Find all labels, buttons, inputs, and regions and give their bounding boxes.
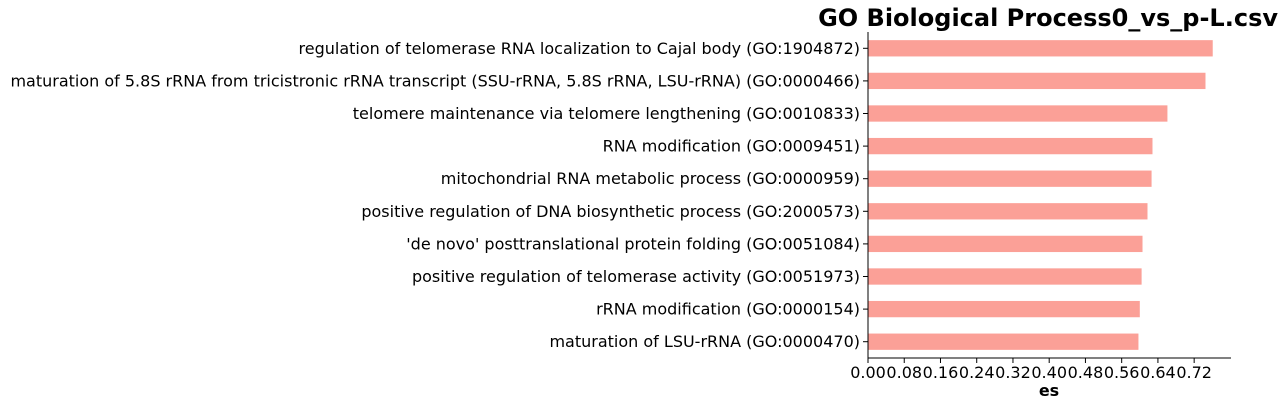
x-tick-label-2: 0.08 bbox=[886, 363, 922, 382]
bar-1 bbox=[868, 40, 1213, 57]
category-label-2: maturation of 5.8S rRNA from tricistroni… bbox=[10, 71, 860, 90]
bar-6 bbox=[868, 203, 1148, 220]
category-label-7: 'de novo' posttranslational protein fold… bbox=[406, 234, 860, 253]
category-label-5: mitochondrial RNA metabolic process (GO:… bbox=[441, 169, 860, 188]
x-tick-label-6: 0.40 bbox=[1031, 363, 1067, 382]
bars-group bbox=[868, 40, 1213, 350]
category-label-3: telomere maintenance via telomere length… bbox=[353, 104, 860, 123]
category-labels-group: regulation of telomerase RNA localizatio… bbox=[10, 39, 868, 351]
category-label-4: RNA modification (GO:0009451) bbox=[603, 137, 860, 156]
bar-4 bbox=[868, 137, 1153, 155]
category-label-9: rRNA modification (GO:0000154) bbox=[596, 300, 860, 319]
x-tick-label-5: 0.32 bbox=[995, 363, 1031, 382]
x-tick-label-4: 0.24 bbox=[959, 363, 995, 382]
x-tick-label-7: 0.48 bbox=[1068, 363, 1104, 382]
category-label-6: positive regulation of DNA biosynthetic … bbox=[361, 202, 860, 221]
bar-9 bbox=[868, 300, 1140, 318]
x-tick-label-1: 0.00 bbox=[850, 363, 886, 382]
chart-title: GO Biological Process0_vs_p-L.csv bbox=[818, 4, 1278, 32]
bar-5 bbox=[868, 170, 1152, 187]
x-tick-label-10: 0.72 bbox=[1176, 363, 1212, 382]
category-label-8: positive regulation of telomerase activi… bbox=[412, 267, 860, 286]
bar-3 bbox=[868, 105, 1168, 122]
x-axis-label: es bbox=[1039, 381, 1059, 400]
category-label-1: regulation of telomerase RNA localizatio… bbox=[299, 39, 860, 58]
bar-8 bbox=[868, 268, 1142, 285]
bar-10 bbox=[868, 333, 1139, 350]
x-tick-label-8: 0.56 bbox=[1104, 363, 1140, 382]
x-tick-label-9: 0.64 bbox=[1140, 363, 1176, 382]
bar-7 bbox=[868, 235, 1143, 253]
bar-2 bbox=[868, 72, 1206, 90]
category-label-10: maturation of LSU-rRNA (GO:0000470) bbox=[549, 332, 860, 351]
x-ticks-group: 0.00 0.08 0.16 0.24 0.32 0.40 0.48 0.56 0.64 0.72 bbox=[850, 358, 1212, 382]
x-tick-label-3: 0.16 bbox=[923, 363, 959, 382]
